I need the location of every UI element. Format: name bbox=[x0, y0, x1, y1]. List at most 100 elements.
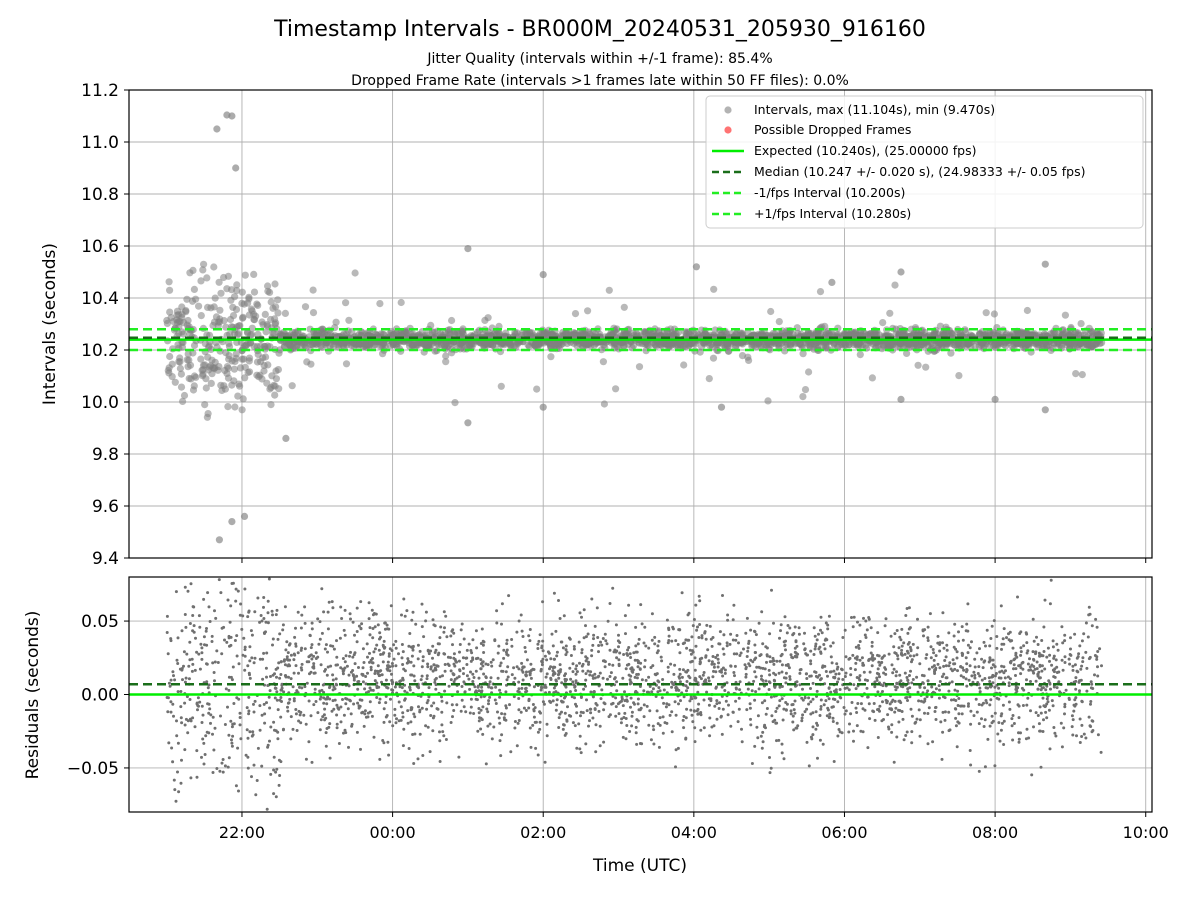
residual-point bbox=[783, 676, 786, 679]
residual-point bbox=[279, 716, 282, 719]
residual-point bbox=[558, 713, 561, 716]
residual-point bbox=[770, 714, 773, 717]
residual-point bbox=[822, 643, 825, 646]
residual-point bbox=[652, 743, 655, 746]
interval-point bbox=[498, 383, 505, 390]
chart-subtitle-dropped: Dropped Frame Rate (intervals >1 frames … bbox=[351, 73, 849, 89]
residual-point bbox=[451, 643, 454, 646]
residual-point bbox=[417, 644, 420, 647]
residual-point bbox=[201, 705, 204, 708]
residual-point bbox=[1008, 684, 1011, 687]
residual-point bbox=[596, 704, 599, 707]
residual-point bbox=[370, 666, 373, 669]
residual-point bbox=[584, 624, 587, 627]
residual-point bbox=[432, 623, 435, 626]
residual-point bbox=[765, 680, 768, 683]
residual-point bbox=[690, 635, 693, 638]
residual-point bbox=[997, 687, 1000, 690]
residual-point bbox=[1071, 714, 1074, 717]
residual-point bbox=[941, 731, 944, 734]
residual-point bbox=[765, 713, 768, 716]
residual-point bbox=[729, 633, 732, 636]
residual-point bbox=[718, 701, 721, 704]
residual-point bbox=[607, 620, 610, 623]
residual-point bbox=[410, 619, 413, 622]
residual-point bbox=[466, 649, 469, 652]
residual-point bbox=[406, 709, 409, 712]
residual-point bbox=[693, 618, 696, 621]
interval-point bbox=[636, 363, 643, 370]
interval-point bbox=[172, 379, 179, 386]
residual-point bbox=[973, 658, 976, 661]
residual-point bbox=[910, 741, 913, 744]
residual-point bbox=[751, 689, 754, 692]
residual-point bbox=[455, 661, 458, 664]
residual-point bbox=[622, 736, 625, 739]
residual-point bbox=[389, 698, 392, 701]
residual-point bbox=[893, 761, 896, 764]
residual-point bbox=[232, 666, 235, 669]
residual-point bbox=[967, 651, 970, 654]
residual-point bbox=[166, 710, 169, 713]
residual-point bbox=[332, 699, 335, 702]
residual-point bbox=[333, 648, 336, 651]
residual-point bbox=[237, 590, 240, 593]
interval-point bbox=[905, 341, 912, 348]
residual-point bbox=[382, 651, 385, 654]
residual-point bbox=[362, 674, 365, 677]
residual-point bbox=[1096, 665, 1099, 668]
residual-point bbox=[576, 670, 579, 673]
residual-point bbox=[562, 723, 565, 726]
residual-point bbox=[440, 723, 443, 726]
residual-point bbox=[552, 666, 555, 669]
residual-point bbox=[180, 782, 183, 785]
residual-point bbox=[744, 676, 747, 679]
residual-point bbox=[234, 639, 237, 642]
residual-point bbox=[282, 623, 285, 626]
residual-point bbox=[973, 677, 976, 680]
residual-point bbox=[625, 717, 628, 720]
residual-point bbox=[312, 662, 315, 665]
residual-point bbox=[294, 642, 297, 645]
residual-point bbox=[1085, 667, 1088, 670]
residual-point bbox=[978, 703, 981, 706]
residual-point bbox=[368, 661, 371, 664]
residual-point bbox=[634, 676, 637, 679]
residual-point bbox=[468, 688, 471, 691]
residual-point bbox=[852, 730, 855, 733]
residual-point bbox=[809, 659, 812, 662]
residual-point bbox=[208, 605, 211, 608]
residual-point bbox=[222, 626, 225, 629]
residual-point bbox=[916, 718, 919, 721]
residual-point bbox=[844, 713, 847, 716]
residual-point bbox=[898, 646, 901, 649]
residual-point bbox=[1047, 647, 1050, 650]
interval-point bbox=[225, 365, 232, 372]
residual-point bbox=[326, 674, 329, 677]
interval-point bbox=[992, 396, 999, 403]
residual-point bbox=[661, 696, 664, 699]
residual-point bbox=[1013, 722, 1016, 725]
residual-point bbox=[906, 676, 909, 679]
residual-point bbox=[424, 619, 427, 622]
residual-point bbox=[756, 736, 759, 739]
residual-point bbox=[181, 678, 184, 681]
residual-point bbox=[1017, 731, 1020, 734]
residual-point bbox=[231, 735, 234, 738]
residual-point bbox=[309, 654, 312, 657]
residual-point bbox=[935, 687, 938, 690]
residual-point bbox=[986, 629, 989, 632]
residual-point bbox=[864, 678, 867, 681]
residual-point bbox=[918, 662, 921, 665]
residual-point bbox=[243, 588, 246, 591]
residual-point bbox=[480, 695, 483, 698]
residual-point bbox=[908, 641, 911, 644]
residual-point bbox=[239, 603, 242, 606]
residual-point bbox=[808, 675, 811, 678]
interval-point bbox=[1072, 370, 1079, 377]
residual-point bbox=[1077, 652, 1080, 655]
residual-point bbox=[950, 699, 953, 702]
residual-point bbox=[404, 615, 407, 618]
residual-point bbox=[835, 662, 838, 665]
residual-point bbox=[916, 618, 919, 621]
